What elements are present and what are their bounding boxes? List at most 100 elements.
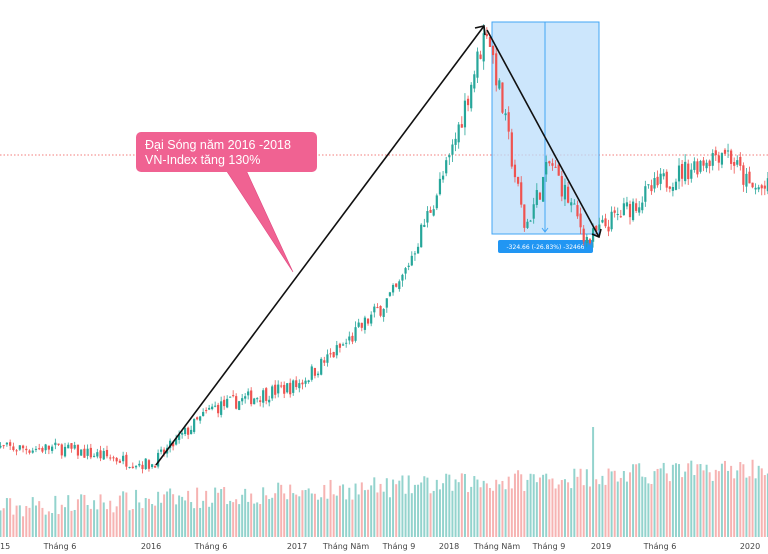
volume-bar — [742, 464, 745, 537]
volume-bar — [310, 493, 313, 537]
candle-body — [671, 186, 675, 191]
candle-body — [451, 144, 454, 155]
candle-body — [286, 383, 289, 393]
volume-bar — [659, 468, 662, 537]
candle-body — [563, 184, 567, 200]
volume-bar — [763, 475, 766, 537]
volume-bar — [274, 493, 277, 537]
x-tick-label: 15 — [0, 542, 10, 551]
volume-bar — [57, 514, 60, 537]
candle-body — [102, 450, 105, 460]
candle-body — [274, 384, 277, 395]
volume-bar — [705, 464, 708, 537]
candle-body — [423, 224, 426, 227]
candle-body — [644, 186, 647, 202]
volume-bar — [5, 498, 8, 537]
volume-bar — [616, 481, 619, 537]
volume-bar — [479, 487, 482, 537]
volume-bar — [313, 493, 316, 537]
candle-body — [535, 190, 538, 205]
volume-bar — [382, 491, 385, 537]
candle-body — [247, 391, 250, 396]
candle-body — [348, 336, 351, 341]
volume-bar — [507, 476, 510, 537]
candle-body — [429, 209, 432, 213]
volume-bar — [34, 505, 37, 537]
volume-bar — [154, 505, 157, 537]
volume-bar — [451, 490, 454, 537]
volume-bar — [160, 502, 163, 537]
volume-bar — [345, 499, 348, 537]
volume-bar — [172, 494, 175, 537]
candle-body — [244, 396, 247, 399]
volume-bar — [501, 480, 504, 537]
candle-body — [310, 366, 313, 380]
candle-body — [268, 399, 271, 403]
candle-body — [323, 360, 326, 363]
volume-bar — [367, 489, 370, 537]
volume-bar — [687, 463, 690, 537]
candle-body — [379, 305, 382, 316]
downtrend-arrow-head — [591, 228, 602, 239]
volume-bar — [529, 473, 532, 537]
candle-body — [357, 322, 360, 327]
candle-body — [491, 45, 495, 56]
callout[interactable]: Đại Sóng năm 2016 -2018 VN-Index tăng 13… — [136, 132, 317, 273]
measure-tool[interactable]: -324.66 (-26.83%) -32466 — [491, 21, 600, 253]
trend-arrows[interactable] — [155, 25, 602, 466]
volume-bar — [610, 471, 613, 537]
volume-bar — [187, 490, 190, 537]
candle-body — [15, 450, 18, 452]
x-tick-label: 2017 — [287, 542, 307, 551]
candle-body — [510, 132, 513, 167]
candle-body — [488, 37, 492, 47]
candle-body — [470, 84, 473, 109]
candle-body — [295, 380, 298, 388]
candle-body — [202, 411, 205, 417]
volume-bar — [38, 501, 41, 537]
x-tick-label: Tháng 6 — [643, 542, 677, 551]
volume-bar — [413, 484, 416, 537]
candle-body — [595, 225, 598, 232]
candle-body — [659, 173, 662, 184]
volume-bar — [693, 475, 696, 537]
candle-body — [138, 463, 141, 466]
volume-bar — [205, 490, 208, 537]
candle-body — [122, 455, 125, 462]
volume-bar — [128, 510, 131, 537]
candle-body — [482, 33, 485, 62]
volume-bar — [504, 489, 507, 537]
volume-bar — [632, 464, 635, 537]
volume-bar — [460, 473, 463, 537]
volume-bar — [607, 468, 610, 537]
candle-body — [89, 447, 92, 458]
volume-bar — [665, 473, 668, 537]
candle-body — [760, 185, 763, 189]
candle-body — [289, 382, 292, 395]
volume-bar — [619, 477, 622, 537]
candle-body — [520, 182, 523, 205]
candle-body — [34, 448, 38, 450]
volume-bar — [329, 479, 332, 537]
volume-bar — [238, 504, 241, 537]
volume-bar — [635, 464, 638, 537]
volume-bar — [699, 464, 702, 537]
volume-bar — [739, 462, 742, 537]
volume-bar — [115, 506, 118, 537]
callout-line-2: VN-Index tăng 130% — [145, 153, 260, 167]
candle-body — [708, 160, 711, 167]
candle-body — [172, 442, 175, 447]
candle-body — [193, 418, 196, 432]
candle-body — [573, 203, 576, 205]
measure-arrow-head — [541, 227, 549, 233]
volume-bar — [271, 497, 274, 537]
candle-body — [479, 54, 482, 59]
candle-body — [38, 448, 41, 450]
candle-body — [560, 176, 563, 197]
volume-bar — [265, 495, 268, 537]
volume-bar — [557, 484, 560, 537]
candle-body — [607, 226, 610, 232]
candle-body — [54, 442, 57, 446]
candle-body — [432, 209, 435, 216]
